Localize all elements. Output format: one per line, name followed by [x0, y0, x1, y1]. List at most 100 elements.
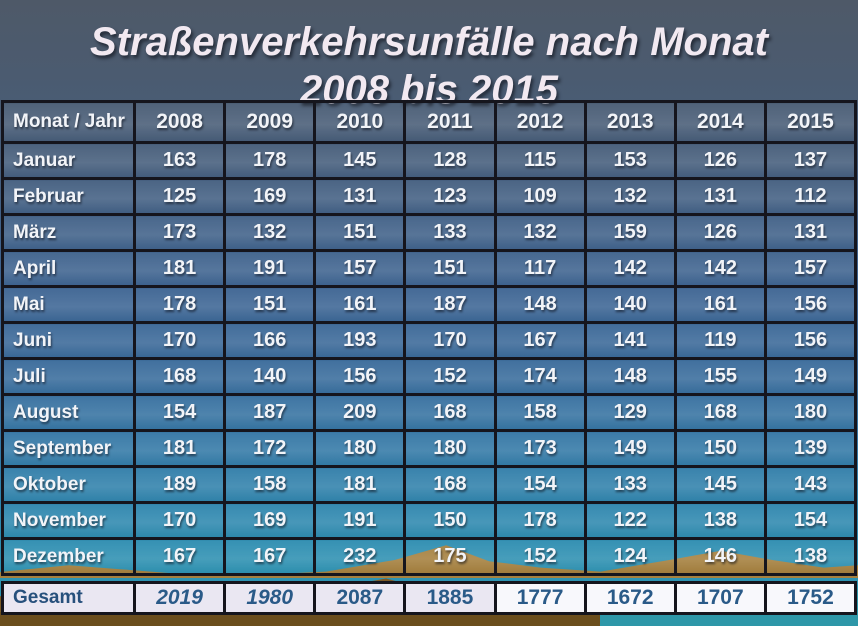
- month-label-cell: März: [1, 213, 136, 252]
- value-cell: 125: [132, 177, 227, 216]
- value-cell: 152: [403, 357, 497, 396]
- year-header-cell: 2008: [132, 100, 227, 144]
- value-cell: 131: [763, 213, 858, 252]
- total-value-cell: 1980: [223, 581, 317, 615]
- value-cell: 131: [313, 177, 407, 216]
- value-cell: 115: [493, 141, 587, 180]
- table-row: Juni 170 166 193 170 167 141 119 156: [1, 321, 858, 360]
- value-cell: 150: [403, 501, 497, 540]
- month-label-cell: Juli: [1, 357, 136, 396]
- table-header-row: Monat / Jahr 2008 2009 2010 2011 2012 2013 201…: [1, 100, 858, 144]
- value-cell: 170: [132, 321, 227, 360]
- month-label-cell: Juni: [1, 321, 136, 360]
- value-cell: 159: [583, 213, 677, 252]
- value-cell: 123: [403, 177, 497, 216]
- totals-row: Gesamt 2019 1980 2087 1885 1777 1672 1707 1752: [1, 581, 858, 615]
- table-row: November 170 169 191 150 178 122 138 154: [1, 501, 858, 540]
- total-value-cell: 2087: [313, 581, 407, 615]
- value-cell: 170: [132, 501, 227, 540]
- value-cell: 169: [223, 177, 317, 216]
- value-cell: 140: [223, 357, 317, 396]
- value-cell: 142: [673, 249, 767, 288]
- value-cell: 169: [223, 501, 317, 540]
- value-cell: 178: [132, 285, 227, 324]
- value-cell: 189: [132, 465, 227, 504]
- value-cell: 158: [223, 465, 317, 504]
- total-value-cell: 1707: [673, 581, 767, 615]
- value-cell: 132: [493, 213, 587, 252]
- value-cell: 156: [313, 357, 407, 396]
- title-line-1: Straßenverkehrsunfälle nach Monat: [90, 19, 768, 64]
- value-cell: 187: [403, 285, 497, 324]
- value-cell: 133: [583, 465, 677, 504]
- value-cell: 209: [313, 393, 407, 432]
- value-cell: 150: [673, 429, 767, 468]
- value-cell: 156: [763, 321, 858, 360]
- value-cell: 168: [403, 465, 497, 504]
- value-cell: 172: [223, 429, 317, 468]
- total-value-cell: 1885: [403, 581, 497, 615]
- month-label-cell: Januar: [1, 141, 136, 180]
- accidents-table: Monat / Jahr 2008 2009 2010 2011 2012 2013 201…: [1, 100, 858, 576]
- value-cell: 156: [763, 285, 858, 324]
- year-header-cell: 2011: [403, 100, 497, 144]
- value-cell: 187: [223, 393, 317, 432]
- value-cell: 132: [583, 177, 677, 216]
- month-label-cell: Dezember: [1, 537, 136, 576]
- value-cell: 181: [132, 249, 227, 288]
- year-header-cell: 2014: [673, 100, 767, 144]
- value-cell: 129: [583, 393, 677, 432]
- month-label-cell: April: [1, 249, 136, 288]
- value-cell: 175: [403, 537, 497, 576]
- value-cell: 180: [313, 429, 407, 468]
- value-cell: 126: [673, 141, 767, 180]
- value-cell: 152: [493, 537, 587, 576]
- value-cell: 158: [493, 393, 587, 432]
- value-cell: 145: [673, 465, 767, 504]
- value-cell: 168: [403, 393, 497, 432]
- value-cell: 154: [763, 501, 858, 540]
- table-row: Juli 168 140 156 152 174 148 155 149: [1, 357, 858, 396]
- value-cell: 167: [223, 537, 317, 576]
- value-cell: 173: [493, 429, 587, 468]
- value-cell: 109: [493, 177, 587, 216]
- table-row: Dezember 167 167 232 175 152 124 146 138: [1, 537, 858, 576]
- year-header-cell: 2015: [763, 100, 858, 144]
- value-cell: 168: [132, 357, 227, 396]
- value-cell: 154: [132, 393, 227, 432]
- value-cell: 191: [313, 501, 407, 540]
- value-cell: 140: [583, 285, 677, 324]
- table-row: Februar 125 169 131 123 109 132 131 112: [1, 177, 858, 216]
- value-cell: 170: [403, 321, 497, 360]
- totals-table: Gesamt 2019 1980 2087 1885 1777 1672 1707 1752: [1, 581, 858, 615]
- total-value-cell: 2019: [132, 581, 227, 615]
- value-cell: 191: [223, 249, 317, 288]
- month-label-cell: Mai: [1, 285, 136, 324]
- value-cell: 128: [403, 141, 497, 180]
- table-row: März 173 132 151 133 132 159 126 131: [1, 213, 858, 252]
- total-value-cell: 1752: [763, 581, 858, 615]
- month-label-cell: August: [1, 393, 136, 432]
- value-cell: 163: [132, 141, 227, 180]
- year-header-cell: 2012: [493, 100, 587, 144]
- value-cell: 155: [673, 357, 767, 396]
- value-cell: 149: [763, 357, 858, 396]
- value-cell: 139: [763, 429, 858, 468]
- value-cell: 166: [223, 321, 317, 360]
- table-row: August 154 187 209 168 158 129 168 180: [1, 393, 858, 432]
- table-row: Oktober 189 158 181 168 154 133 145 143: [1, 465, 858, 504]
- month-label-cell: Oktober: [1, 465, 136, 504]
- value-cell: 167: [132, 537, 227, 576]
- value-cell: 232: [313, 537, 407, 576]
- table-row: Januar 163 178 145 128 115 153 126 137: [1, 141, 858, 180]
- value-cell: 151: [403, 249, 497, 288]
- year-header-cell: 2009: [223, 100, 317, 144]
- value-cell: 137: [763, 141, 858, 180]
- value-cell: 180: [403, 429, 497, 468]
- value-cell: 178: [493, 501, 587, 540]
- ground-strip: [0, 612, 600, 626]
- value-cell: 132: [223, 213, 317, 252]
- value-cell: 193: [313, 321, 407, 360]
- value-cell: 161: [313, 285, 407, 324]
- value-cell: 153: [583, 141, 677, 180]
